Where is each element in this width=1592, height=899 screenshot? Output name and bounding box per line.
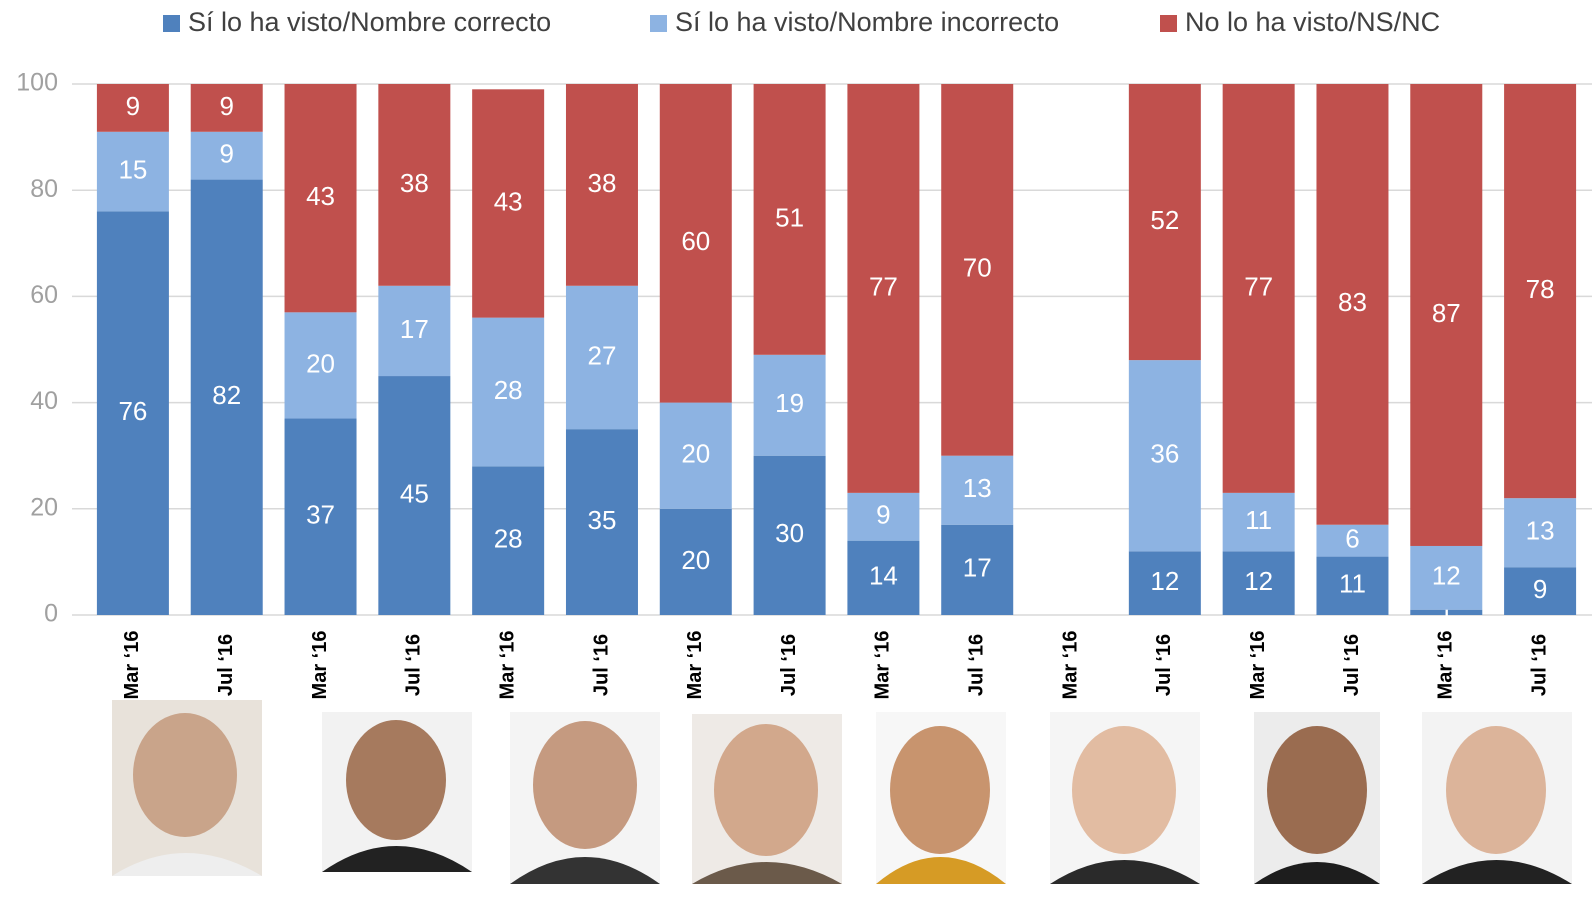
value-label: 6 [1345, 524, 1359, 554]
value-label: 76 [118, 396, 147, 426]
y-tick-label: 0 [44, 600, 58, 628]
value-label: 51 [775, 202, 804, 232]
value-label: 27 [588, 340, 617, 370]
x-tick-label: Mar ‘16 [1059, 631, 1081, 700]
photo [510, 712, 660, 884]
value-label: 11 [1339, 569, 1366, 599]
y-tick-label: 100 [16, 69, 58, 97]
value-label: 9 [219, 91, 233, 121]
value-label: 12 [1150, 566, 1179, 596]
photo [1422, 712, 1572, 884]
legend-swatch [163, 15, 180, 32]
value-label: 28 [494, 524, 523, 554]
photo [692, 714, 842, 884]
photo [1254, 712, 1380, 884]
x-tick-label: Mar ‘16 [309, 631, 331, 700]
x-tick-label: Jul ‘16 [403, 634, 425, 696]
value-label: 38 [588, 168, 617, 198]
x-tick-label: Jul ‘16 [778, 634, 800, 696]
x-tick-label: Jul ‘16 [1341, 634, 1363, 696]
value-label: 20 [681, 545, 710, 575]
value-label: 60 [681, 226, 710, 256]
value-label: 12 [1432, 561, 1461, 591]
y-tick-label: 20 [30, 493, 58, 521]
chart: 0 20 40 60 80 100 Sí lo ha visto/Nombre correc… [0, 0, 1592, 899]
value-label: 77 [869, 271, 898, 301]
value-label: 82 [212, 380, 241, 410]
value-label: 9 [876, 500, 890, 530]
legend-swatch [1160, 15, 1177, 32]
x-tick-label: Jul ‘16 [590, 634, 612, 696]
x-tick-label: Mar ‘16 [684, 631, 706, 700]
photos [112, 700, 1572, 884]
y-tick-label: 80 [30, 175, 58, 203]
value-label: 70 [963, 253, 992, 283]
value-label: 45 [400, 478, 429, 508]
value-label: 28 [494, 375, 523, 405]
value-label: 35 [588, 505, 617, 535]
value-label: 77 [1244, 271, 1273, 301]
photo [876, 712, 1006, 884]
value-label: 52 [1150, 205, 1179, 235]
x-tick-label: Mar ‘16 [872, 631, 894, 700]
y-tick-label: 60 [30, 281, 58, 309]
x-tick-label: Jul ‘16 [966, 634, 988, 696]
x-tick-label: Mar ‘16 [1247, 631, 1269, 700]
value-label: 37 [306, 500, 335, 530]
x-tick-label: Mar ‘16 [121, 631, 143, 700]
photo [1050, 712, 1200, 884]
value-label: 36 [1150, 439, 1179, 469]
value-label: 9 [1533, 574, 1547, 604]
legend-label: Sí lo ha visto/Nombre correcto [188, 7, 551, 37]
value-label: 38 [400, 168, 429, 198]
value-label: 14 [869, 561, 898, 591]
photo [322, 712, 472, 872]
value-label: 20 [306, 348, 335, 378]
value-label: 13 [1526, 516, 1555, 546]
y-tick-label: 40 [30, 387, 58, 415]
value-label: 13 [963, 473, 992, 503]
x-tick-label: Jul ‘16 [215, 634, 237, 696]
x-tick-label: Jul ‘16 [1528, 634, 1550, 696]
value-label: 78 [1526, 274, 1555, 304]
x-tick-label: Mar ‘16 [1435, 631, 1457, 700]
value-label: 9 [126, 91, 140, 121]
value-label: 17 [400, 314, 429, 344]
value-label: 30 [775, 518, 804, 548]
x-tick-label: Jul ‘16 [1153, 634, 1175, 696]
photo [112, 700, 262, 876]
value-label: 87 [1432, 298, 1461, 328]
legend-swatch [650, 15, 667, 32]
value-label: 43 [494, 186, 523, 216]
value-label: 83 [1338, 287, 1367, 317]
value-label: 9 [219, 139, 233, 169]
value-label: 12 [1244, 566, 1273, 596]
value-label: 17 [963, 553, 992, 583]
value-label: 11 [1245, 505, 1272, 535]
value-label: 43 [306, 181, 335, 211]
value-label: 19 [775, 388, 804, 418]
value-label: 20 [681, 439, 710, 469]
legend-label: No lo ha visto/NS/NC [1185, 7, 1440, 37]
x-tick-label: Mar ‘16 [496, 631, 518, 700]
value-label: 15 [118, 154, 147, 184]
legend-label: Sí lo ha visto/Nombre incorrecto [675, 7, 1059, 37]
